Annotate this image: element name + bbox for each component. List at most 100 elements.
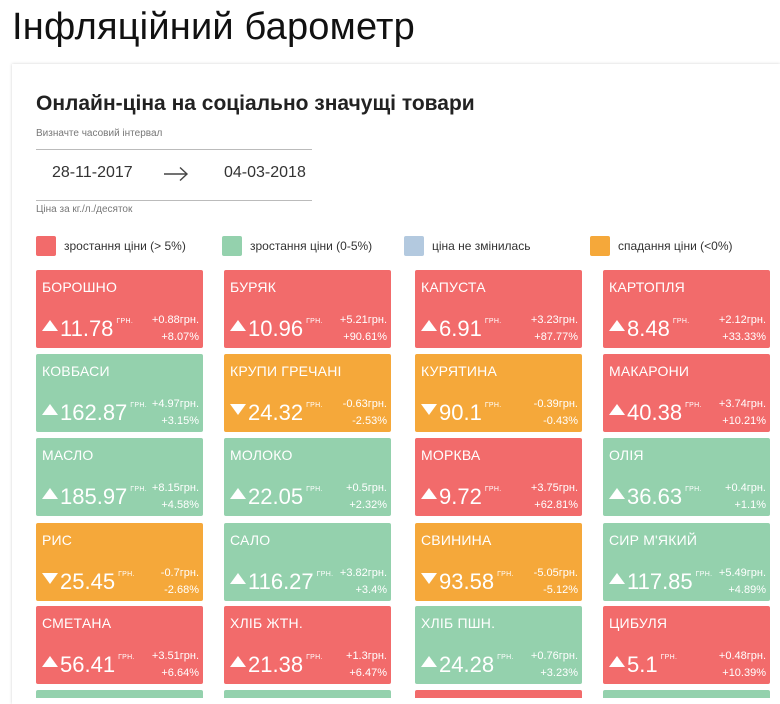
triangle-down-icon (421, 404, 437, 415)
product-tile[interactable]: КОВБАСИ 162.87 ГРН. +4.97грн. +3.15% (36, 354, 203, 432)
triangle-up-icon (421, 320, 437, 331)
product-tile[interactable]: ЦИБУЛЯ 5.1 ГРН. +0.48грн. +10.39% (603, 606, 770, 684)
currency-label: ГРН. (306, 318, 323, 325)
product-tile[interactable]: ХЛІБ ПШН. 24.28 ГРН. +0.76грн. +3.23% (415, 606, 582, 684)
triangle-up-icon (230, 656, 246, 667)
product-tile[interactable]: БУРЯК 10.96 ГРН. +5.21грн. +90.61% (224, 270, 391, 348)
product-tile-partial[interactable] (603, 690, 770, 698)
product-tile[interactable]: МОРКВА 9.72 ГРН. +3.75грн. +62.81% (415, 438, 582, 516)
product-tile[interactable]: СМЕТАНА 56.41 ГРН. +3.51грн. +6.64% (36, 606, 203, 684)
percent-change: +6.64% (161, 667, 199, 679)
product-price: 116.27 ГРН. (248, 569, 334, 594)
product-tile[interactable]: МАКАРОНИ 40.38 ГРН. +3.74грн. +10.21% (603, 354, 770, 432)
product-price: 8.48 ГРН. (627, 316, 690, 341)
product-tile[interactable]: СВИНИНА 93.58 ГРН. -5.05грн. -5.12% (415, 523, 582, 601)
product-price: 93.58 ГРН. (439, 569, 514, 594)
currency-label: ГРН. (497, 654, 514, 661)
product-tile[interactable]: МАСЛО 185.97 ГРН. +8.15грн. +4.58% (36, 438, 203, 516)
absolute-change: +3.51грн. (151, 650, 199, 662)
currency-label: ГРН. (672, 318, 690, 325)
absolute-change: +3.82грн. (339, 567, 387, 579)
product-name: СИР М'ЯКИЙ (609, 532, 698, 548)
absolute-change: -0.63грн. (342, 398, 387, 410)
product-tile[interactable]: РИС 25.45 ГРН. -0.7грн. -2.68% (36, 523, 203, 601)
date-from-input[interactable]: 28-11-2017 (52, 164, 133, 181)
product-tile[interactable]: САЛО 116.27 ГРН. +3.82грн. +3.4% (224, 523, 391, 601)
legend-label: спадання ціни (<0%) (618, 239, 733, 253)
product-tile[interactable]: КАПУСТА 6.91 ГРН. +3.23грн. +87.77% (415, 270, 582, 348)
percent-change: +10.21% (722, 415, 766, 427)
product-price: 10.96 ГРН. (248, 316, 323, 341)
percent-change: -5.12% (543, 584, 578, 596)
product-tile[interactable]: БОРОШНО 11.78 ГРН. +0.88грн. +8.07% (36, 270, 203, 348)
product-price: 117.85 ГРН. (627, 569, 713, 594)
product-name: БОРОШНО (42, 279, 118, 295)
percent-change: +6.47% (349, 667, 387, 679)
currency-label: ГРН. (306, 402, 323, 409)
triangle-up-icon (42, 656, 58, 667)
product-name: САЛО (230, 532, 271, 548)
absolute-change: +0.4грн. (725, 482, 766, 494)
percent-change: -2.68% (164, 584, 199, 596)
currency-label: ГРН. (116, 318, 134, 325)
product-tile[interactable]: СИР М'ЯКИЙ 117.85 ГРН. +5.49грн. +4.89% (603, 523, 770, 601)
absolute-change: +1.3грн. (346, 650, 387, 662)
triangle-up-icon (42, 488, 58, 499)
currency-label: ГРН. (497, 571, 514, 578)
product-tile-partial[interactable] (224, 690, 391, 698)
product-tile-partial[interactable] (415, 690, 582, 698)
product-name: КУРЯТИНА (421, 363, 498, 379)
absolute-change: -0.39грн. (533, 398, 578, 410)
product-name: ХЛІБ ЖТН. (230, 615, 303, 631)
product-price: 5.1 ГРН. (627, 652, 678, 677)
absolute-change: +5.21грн. (339, 314, 387, 326)
absolute-change: +0.5грн. (346, 482, 387, 494)
percent-change: +90.61% (343, 331, 387, 343)
product-price: 24.28 ГРН. (439, 652, 514, 677)
product-tile-partial[interactable] (36, 690, 203, 698)
arrow-right-icon (164, 166, 189, 182)
percent-change: +3.15% (161, 415, 199, 427)
percent-change: -2.53% (352, 415, 387, 427)
triangle-up-icon (609, 573, 625, 584)
product-name: РИС (42, 532, 73, 548)
percent-change: +8.07% (161, 331, 199, 343)
absolute-change: +3.23грн. (530, 314, 578, 326)
absolute-change: +4.97грн. (151, 398, 199, 410)
currency-label: ГРН. (306, 486, 323, 493)
product-tile[interactable]: ОЛІЯ 36.63 ГРН. +0.4грн. +1.1% (603, 438, 770, 516)
triangle-up-icon (421, 656, 437, 667)
percent-change: +4.58% (161, 499, 199, 511)
absolute-change: +8.15грн. (151, 482, 199, 494)
triangle-down-icon (42, 573, 58, 584)
currency-label: ГРН. (484, 486, 502, 493)
product-name: МОЛОКО (230, 447, 293, 463)
product-price: 90.1 ГРН. (439, 400, 502, 425)
triangle-up-icon (421, 488, 437, 499)
product-name: СВИНИНА (421, 532, 492, 548)
product-name: ЦИБУЛЯ (609, 615, 668, 631)
product-tile[interactable]: ХЛІБ ЖТН. 21.38 ГРН. +1.3грн. +6.47% (224, 606, 391, 684)
percent-change: +1.1% (734, 499, 767, 511)
triangle-up-icon (609, 656, 625, 667)
product-tile[interactable]: КУРЯТИНА 90.1 ГРН. -0.39грн. -0.43% (415, 354, 582, 432)
currency-label: ГРН. (695, 571, 713, 578)
legend-label: ціна не змінилась (432, 239, 531, 253)
product-tile[interactable]: КАРТОПЛЯ 8.48 ГРН. +2.12грн. +33.33% (603, 270, 770, 348)
absolute-change: +3.74грн. (718, 398, 766, 410)
product-tile[interactable]: КРУПИ ГРЕЧАНІ 24.32 ГРН. -0.63грн. -2.53% (224, 354, 391, 432)
absolute-change: +3.75грн. (530, 482, 578, 494)
product-tile[interactable]: МОЛОКО 22.05 ГРН. +0.5грн. +2.32% (224, 438, 391, 516)
triangle-up-icon (230, 320, 246, 331)
product-price: 185.97 ГРН. (60, 484, 147, 509)
inflation-widget: Онлайн-ціна на соціально значущі товари … (12, 64, 780, 704)
product-price: 22.05 ГРН. (248, 484, 323, 509)
absolute-change: -5.05грн. (533, 567, 578, 579)
date-range-picker[interactable]: 28-11-2017 04-03-2018 (36, 149, 312, 201)
date-to-input[interactable]: 04-03-2018 (224, 164, 306, 181)
percent-change: +33.33% (722, 331, 766, 343)
product-price: 6.91 ГРН. (439, 316, 502, 341)
widget-title: Онлайн-ціна на соціально значущі товари (36, 92, 475, 115)
legend-label: зростання ціни (0-5%) (250, 239, 373, 253)
currency-label: ГРН. (118, 654, 135, 661)
